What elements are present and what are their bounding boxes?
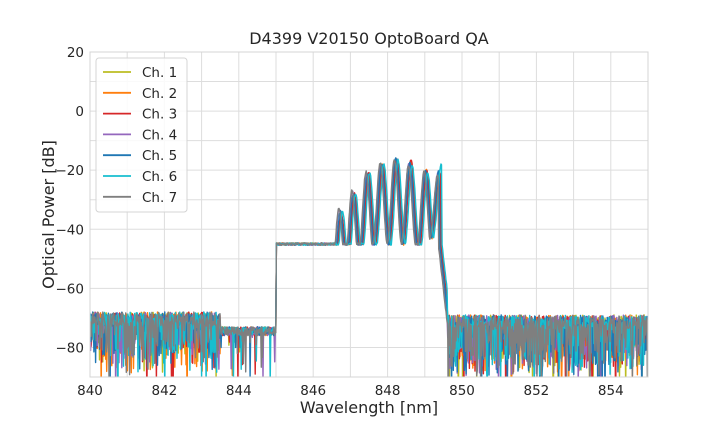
- y-tick-label: −20: [56, 163, 85, 179]
- legend-label: Ch. 3: [142, 107, 177, 123]
- y-axis-label: Optical Power [dB]: [39, 140, 58, 289]
- series-line: [90, 159, 648, 377]
- legend-label: Ch. 1: [142, 65, 177, 81]
- legend-box: [95, 57, 188, 213]
- chart-title: D4399 V20150 OptoBoard QA: [249, 29, 489, 48]
- x-tick-label: 840: [77, 383, 103, 399]
- x-tick-labels: 840 842 844 846 848 850 852 854: [77, 383, 624, 399]
- x-tick-label: 844: [226, 383, 252, 399]
- legend-label: Ch. 6: [142, 169, 177, 185]
- x-tick-label: 842: [152, 383, 178, 399]
- legend-label: Ch. 5: [142, 148, 177, 164]
- y-tick-label: −40: [56, 222, 85, 238]
- legend-label: Ch. 2: [142, 86, 177, 102]
- y-tick-label: −80: [56, 340, 85, 356]
- x-axis-label: Wavelength [nm]: [300, 398, 438, 417]
- legend-label: Ch. 4: [142, 127, 177, 143]
- y-tick-label: 20: [67, 45, 84, 61]
- x-tick-label: 850: [449, 383, 475, 399]
- legend-label: Ch. 7: [142, 190, 177, 206]
- x-tick-label: 848: [375, 383, 401, 399]
- series-layer: [90, 157, 648, 377]
- y-tick-label: 0: [75, 104, 84, 120]
- x-tick-label: 854: [598, 383, 624, 399]
- x-tick-label: 846: [300, 383, 326, 399]
- x-tick-label: 852: [524, 383, 550, 399]
- y-tick-labels: 20 0 −20 −40 −60 −80: [56, 45, 85, 356]
- legend: Ch. 1 Ch. 2 Ch. 3 Ch. 4 Ch. 5 Ch. 6 Ch. 7: [95, 57, 188, 213]
- plot-frame: [89, 51, 649, 378]
- y-tick-label: −60: [56, 281, 85, 297]
